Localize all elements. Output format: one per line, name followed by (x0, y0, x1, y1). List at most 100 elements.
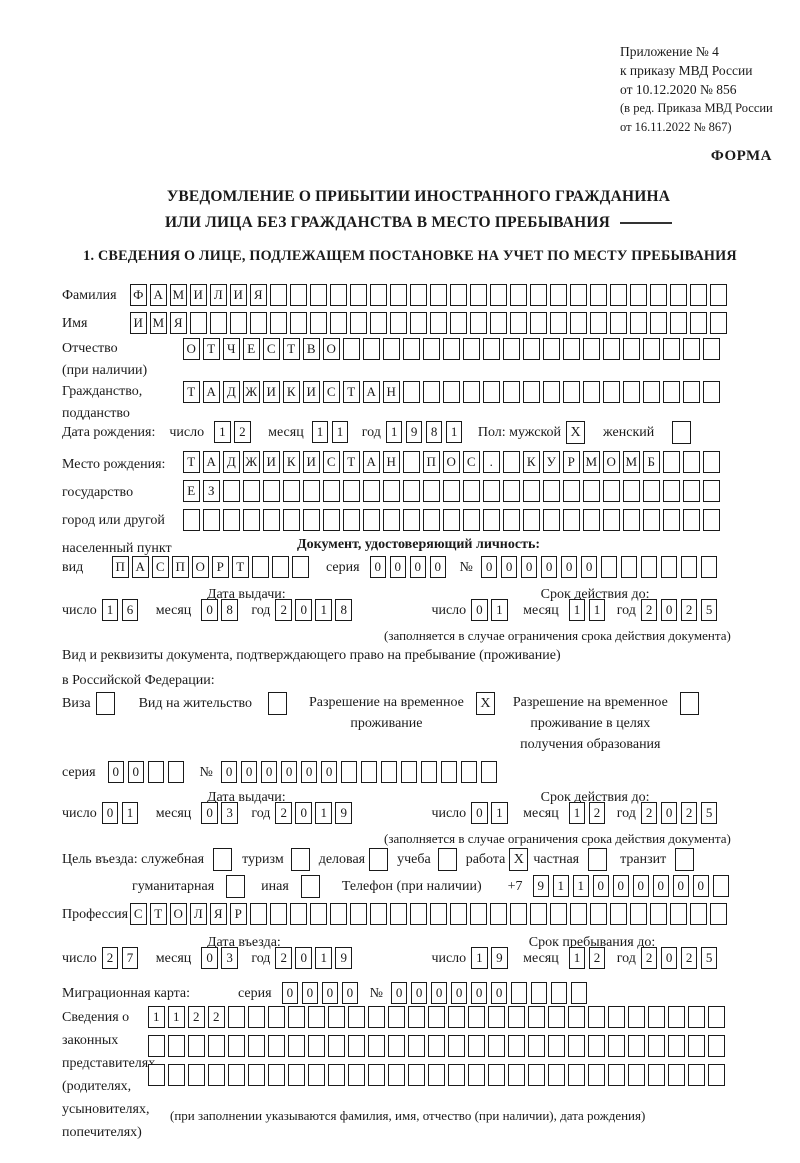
form-cell[interactable]: 1 (491, 599, 508, 621)
form-cell[interactable] (368, 1006, 385, 1028)
form-cell[interactable] (628, 1006, 645, 1028)
form-cell[interactable] (228, 1035, 245, 1057)
form-cell[interactable]: А (132, 556, 149, 578)
form-cell[interactable] (708, 1006, 725, 1028)
form-cell[interactable] (543, 338, 560, 360)
form-cell[interactable] (420, 761, 438, 783)
form-cell[interactable] (548, 1006, 565, 1028)
form-cell[interactable] (523, 509, 540, 531)
form-cell[interactable] (147, 761, 165, 783)
form-cell[interactable] (610, 284, 627, 306)
form-cell[interactable] (703, 451, 720, 473)
checkbox-residence-permit[interactable] (267, 692, 287, 715)
form-cell[interactable]: Ж (243, 381, 260, 403)
checkbox-male[interactable]: X (566, 421, 586, 444)
form-cell[interactable]: Б (643, 451, 660, 473)
form-cell[interactable]: Л (190, 903, 207, 925)
form-cell[interactable] (343, 509, 360, 531)
form-cell[interactable] (390, 312, 407, 334)
form-cell[interactable]: 1 (385, 421, 403, 443)
form-cell[interactable] (360, 761, 378, 783)
form-cell[interactable]: 0 (295, 947, 312, 969)
form-cell[interactable]: С (463, 451, 480, 473)
form-cell[interactable]: 0 (281, 982, 299, 1004)
form-cell[interactable]: Т (343, 381, 360, 403)
form-cell[interactable]: М (583, 451, 600, 473)
form-cell[interactable] (570, 903, 587, 925)
form-cell[interactable] (380, 761, 398, 783)
form-cell[interactable] (700, 556, 718, 578)
form-cell[interactable]: 0 (409, 556, 427, 578)
form-cell[interactable] (670, 284, 687, 306)
form-cell[interactable]: 0 (672, 875, 690, 897)
form-cell[interactable] (188, 1064, 205, 1086)
form-cell[interactable] (668, 1064, 685, 1086)
form-cell[interactable]: 1 (148, 1006, 165, 1028)
form-cell[interactable] (550, 982, 568, 1004)
form-cell[interactable]: О (323, 338, 340, 360)
form-cell[interactable]: Т (232, 556, 249, 578)
form-cell[interactable]: 0 (592, 875, 610, 897)
form-cell[interactable] (623, 509, 640, 531)
form-cell[interactable] (503, 480, 520, 502)
form-cell[interactable]: 2 (234, 421, 251, 443)
form-cell[interactable] (443, 381, 460, 403)
form-cell[interactable]: 9 (491, 947, 508, 969)
form-cell[interactable] (543, 381, 560, 403)
checkbox-visa[interactable] (95, 692, 115, 715)
form-cell[interactable] (663, 338, 680, 360)
form-cell[interactable]: С (130, 903, 147, 925)
form-cell[interactable] (228, 1006, 245, 1028)
form-cell[interactable] (528, 1006, 545, 1028)
form-cell[interactable]: 2 (101, 947, 119, 969)
form-cell[interactable]: 0 (369, 556, 387, 578)
form-cell[interactable] (663, 509, 680, 531)
form-cell[interactable]: 2 (188, 1006, 205, 1028)
form-cell[interactable] (503, 451, 520, 473)
form-cell[interactable] (450, 312, 467, 334)
form-cell[interactable] (670, 903, 687, 925)
form-cell[interactable] (290, 284, 307, 306)
form-cell[interactable] (383, 338, 400, 360)
form-cell[interactable]: 0 (101, 802, 119, 824)
form-cell[interactable] (423, 338, 440, 360)
form-cell[interactable]: 0 (560, 556, 578, 578)
form-cell[interactable] (668, 1035, 685, 1057)
form-cell[interactable] (168, 1035, 185, 1057)
form-cell[interactable]: И (303, 451, 320, 473)
form-cell[interactable]: 8 (425, 421, 443, 443)
form-cell[interactable]: 0 (295, 599, 312, 621)
form-cell[interactable] (470, 903, 487, 925)
form-cell[interactable]: А (363, 451, 380, 473)
form-cell[interactable]: Я (250, 284, 267, 306)
form-cell[interactable]: 1 (315, 802, 332, 824)
form-cell[interactable] (588, 1035, 605, 1057)
form-cell[interactable] (463, 381, 480, 403)
form-cell[interactable] (648, 1035, 665, 1057)
form-cell[interactable] (368, 1035, 385, 1057)
form-cell[interactable] (510, 312, 527, 334)
form-cell[interactable]: 3 (221, 947, 238, 969)
form-cell[interactable] (443, 509, 460, 531)
form-cell[interactable] (423, 381, 440, 403)
form-cell[interactable] (348, 1064, 365, 1086)
form-cell[interactable] (530, 903, 547, 925)
form-cell[interactable]: К (283, 451, 300, 473)
form-cell[interactable] (208, 1035, 225, 1057)
form-cell[interactable] (348, 1006, 365, 1028)
form-cell[interactable] (390, 903, 407, 925)
form-cell[interactable] (683, 381, 700, 403)
form-cell[interactable]: 1 (471, 947, 488, 969)
form-cell[interactable]: М (623, 451, 640, 473)
form-cell[interactable] (600, 556, 618, 578)
form-cell[interactable] (330, 312, 347, 334)
form-cell[interactable] (328, 1064, 345, 1086)
form-cell[interactable] (508, 1064, 525, 1086)
form-cell[interactable] (423, 480, 440, 502)
form-cell[interactable]: Д (223, 451, 240, 473)
form-cell[interactable]: 0 (410, 982, 428, 1004)
form-cell[interactable] (223, 480, 240, 502)
form-cell[interactable] (410, 312, 427, 334)
form-cell[interactable] (708, 1064, 725, 1086)
form-cell[interactable]: 1 (572, 875, 590, 897)
